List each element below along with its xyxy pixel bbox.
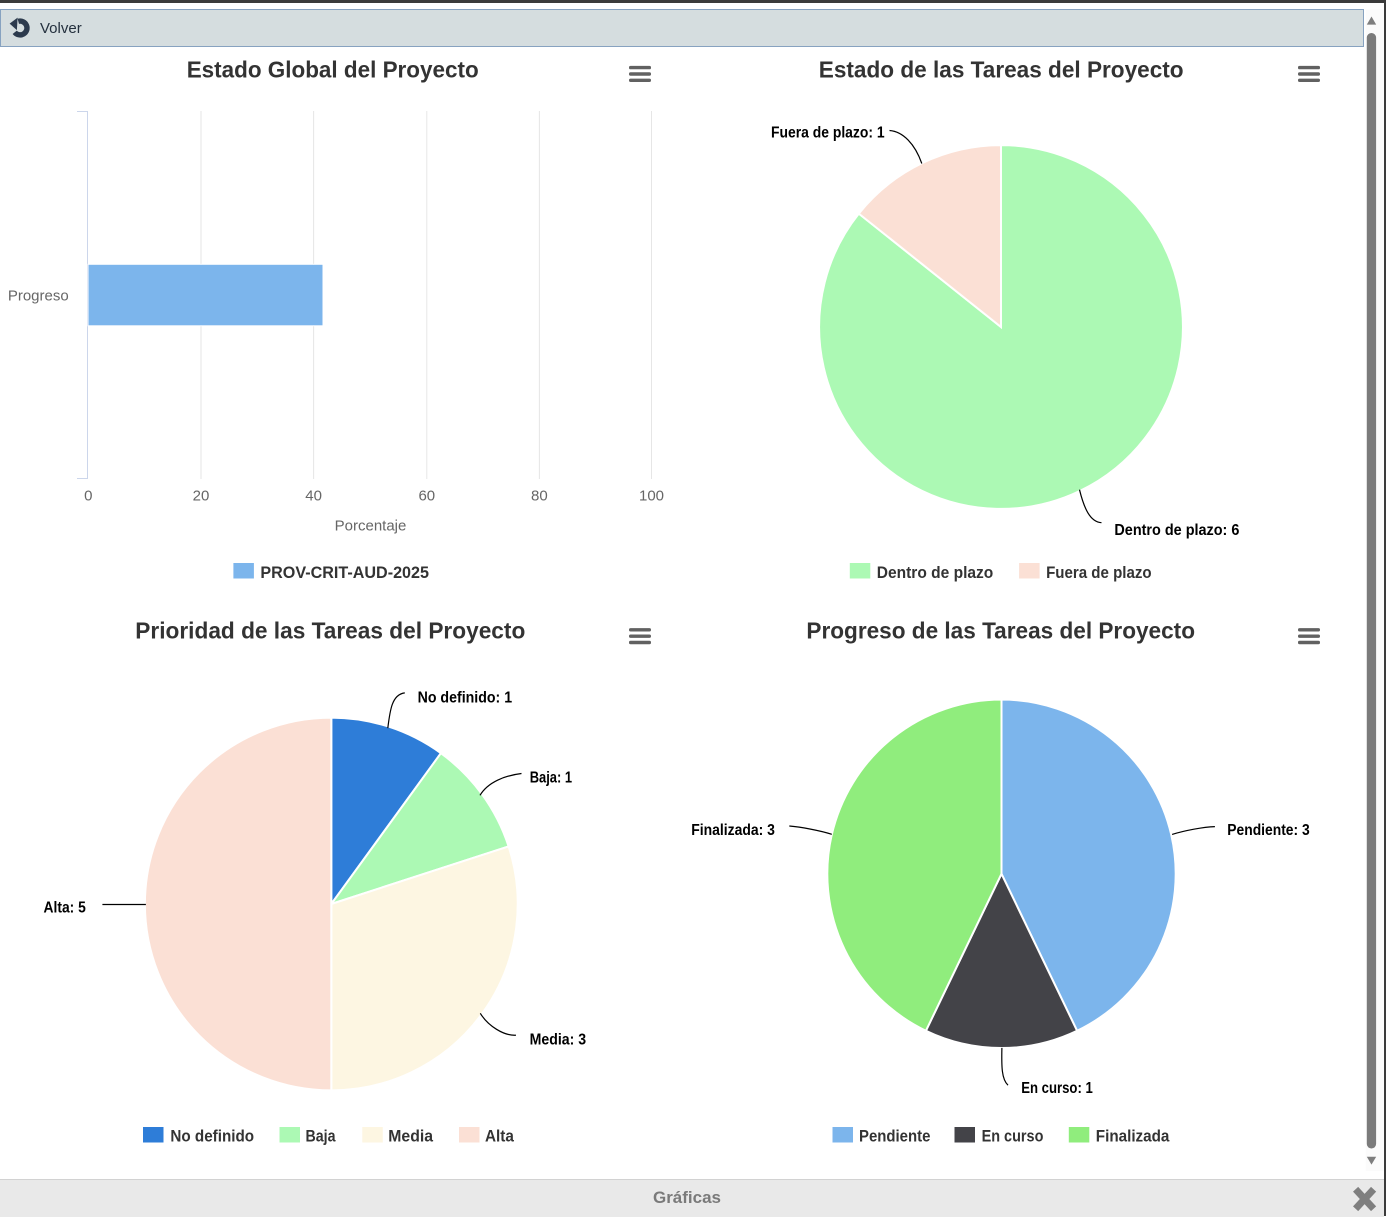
svg-text:80: 80: [531, 488, 548, 505]
svg-text:Media: 3: Media: 3: [530, 1032, 587, 1049]
svg-text:En curso: 1: En curso: 1: [1021, 1080, 1093, 1097]
svg-text:Finalizada: Finalizada: [1096, 1126, 1170, 1145]
svg-text:Dentro de plazo: 6: Dentro de plazo: 6: [1114, 522, 1239, 539]
svg-text:Prioridad de las Tareas del Pr: Prioridad de las Tareas del Proyecto: [135, 617, 525, 643]
svg-text:Alta: Alta: [485, 1126, 514, 1145]
svg-text:Pendiente: Pendiente: [859, 1126, 930, 1145]
svg-text:PROV-CRIT-AUD-2025: PROV-CRIT-AUD-2025: [260, 563, 429, 582]
svg-text:No definido: No definido: [170, 1126, 254, 1145]
svg-text:Alta: 5: Alta: 5: [44, 900, 87, 917]
svg-text:Estado Global del Proyecto: Estado Global del Proyecto: [187, 57, 479, 83]
svg-text:Pendiente: 3: Pendiente: 3: [1227, 822, 1310, 839]
svg-text:Fuera de plazo: 1: Fuera de plazo: 1: [771, 125, 885, 142]
svg-text:Baja: Baja: [306, 1126, 336, 1145]
svg-text:Dentro de plazo: Dentro de plazo: [877, 563, 994, 582]
svg-text:No definido: 1: No definido: 1: [418, 689, 513, 706]
svg-text:0: 0: [84, 488, 92, 505]
svg-text:Progreso de las Tareas del Pro: Progreso de las Tareas del Proyecto: [806, 617, 1195, 643]
svg-text:60: 60: [418, 488, 435, 505]
svg-text:En curso: En curso: [982, 1126, 1044, 1145]
svg-text:Volver: Volver: [40, 20, 82, 37]
svg-text:Progreso: Progreso: [8, 287, 69, 304]
svg-text:Media: Media: [388, 1126, 433, 1145]
svg-text:Fuera de plazo: Fuera de plazo: [1046, 563, 1152, 582]
svg-text:20: 20: [193, 488, 210, 505]
svg-text:Finalizada: 3: Finalizada: 3: [691, 822, 775, 839]
svg-text:Baja: 1: Baja: 1: [530, 769, 573, 786]
svg-text:100: 100: [639, 488, 664, 505]
svg-text:Porcentaje: Porcentaje: [335, 518, 407, 535]
svg-text:Estado de las Tareas del Proye: Estado de las Tareas del Proyecto: [819, 57, 1184, 83]
svg-text:40: 40: [305, 488, 322, 505]
svg-text:Gráficas: Gráficas: [653, 1188, 721, 1207]
